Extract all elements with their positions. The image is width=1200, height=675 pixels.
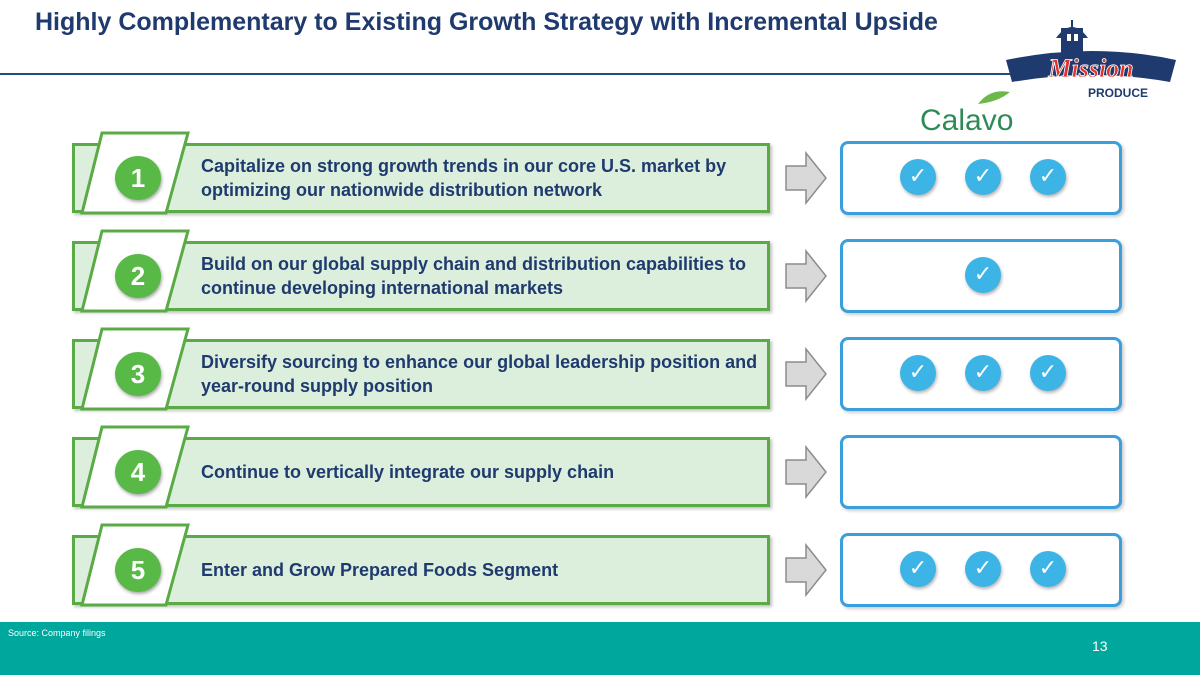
right-arrow-icon [785,445,827,499]
step-number-badge: 1 [115,156,161,200]
page-number: 13 [1092,638,1108,654]
svg-text:Mission: Mission [1047,54,1133,83]
checkmark-icon: ✓ [900,355,936,391]
title-divider [0,73,1010,75]
source-note: Source: Company filings [8,628,106,638]
checkmark-icon: ✓ [1030,551,1066,587]
strategy-text: Continue to vertically integrate our sup… [201,462,615,482]
calavo-check-panel: ✓ ✓ ✓ [840,141,1122,215]
strategy-bar [72,339,770,409]
calavo-check-panel [840,435,1122,509]
strategy-row: 3 Diversify sourcing to enhance our globa… [0,327,1200,414]
strategy-bar [72,437,770,507]
strategy-text: Build on our global supply chain and dis… [201,254,747,298]
step-number-badge: 5 [115,548,161,592]
right-arrow-icon [785,151,827,205]
strategy-row: 2 Build on our global supply chain and di… [0,229,1200,316]
strategy-text: Diversify sourcing to enhance our global… [201,352,758,396]
checkmark-icon: ✓ [965,551,1001,587]
checkmark-icon: ✓ [965,159,1001,195]
strategy-row: 5 Enter and Grow Prepared Foods Segment ✓ ✓… [0,523,1200,610]
strategy-row: 1 Capitalize on strong growth trends in o… [0,131,1200,218]
checkmark-icon: ✓ [1030,159,1066,195]
right-arrow-icon [785,347,827,401]
page-title: Highly Complementary to Existing Growth … [35,8,938,36]
footer-band: Source: Company filings 13 [0,622,1200,675]
right-arrow-icon [785,249,827,303]
checkmark-icon: ✓ [900,551,936,587]
calavo-logo: Calavo [920,91,1013,134]
strategy-text: Enter and Grow Prepared Foods Segment [201,560,559,580]
calavo-check-panel: ✓ ✓ ✓ [840,533,1122,607]
checkmark-icon: ✓ [1030,355,1066,391]
step-number-badge: 2 [115,254,161,298]
checkmark-icon: ✓ [900,159,936,195]
calavo-check-panel: ✓ [840,239,1122,313]
svg-text:Calavo: Calavo [920,104,1013,134]
strategy-row: 4 Continue to vertically integrate our su… [0,425,1200,512]
right-arrow-icon [785,543,827,597]
strategy-bar [72,535,770,605]
strategy-bar [72,143,770,213]
step-number-badge: 4 [115,450,161,494]
checkmark-icon: ✓ [965,257,1001,293]
strategy-text: Capitalize on strong growth trends in ou… [201,156,727,200]
checkmark-icon: ✓ [965,355,1001,391]
calavo-check-panel: ✓ ✓ ✓ [840,337,1122,411]
mission-produce-logo: Mission PRODUCE [1006,20,1176,100]
strategy-bar [72,241,770,311]
svg-text:PRODUCE: PRODUCE [1088,86,1148,100]
step-number-badge: 3 [115,352,161,396]
